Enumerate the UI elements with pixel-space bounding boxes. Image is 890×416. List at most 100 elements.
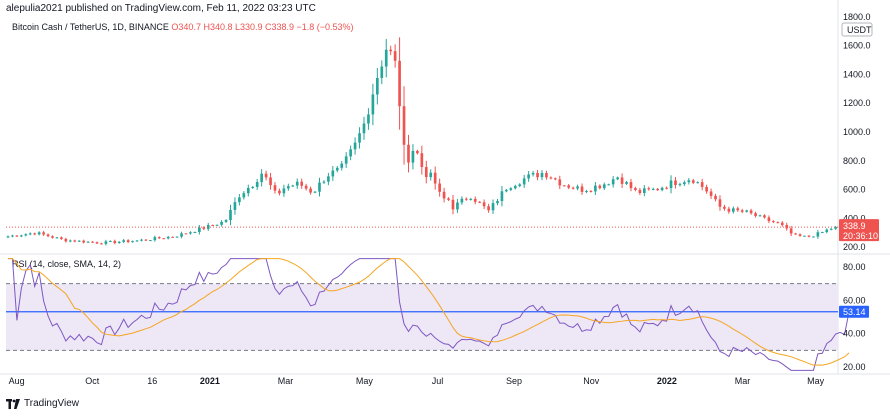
candle-body <box>175 236 179 238</box>
candle-body <box>229 209 232 221</box>
candle-body <box>149 240 152 242</box>
candle-body <box>451 199 455 210</box>
candle-body <box>180 233 183 237</box>
candle-body <box>198 227 201 232</box>
candle-body <box>295 181 299 186</box>
time-tick-label: Mar <box>278 376 294 386</box>
candle-body <box>491 203 495 211</box>
candle-body <box>549 177 553 179</box>
rsi-pane <box>6 258 850 371</box>
tradingview-brand[interactable]: TradingView <box>6 398 79 409</box>
candle-body <box>554 178 557 180</box>
candle-body <box>763 215 766 218</box>
candle-body <box>660 187 664 191</box>
candle-body <box>674 180 677 186</box>
candle-body <box>642 188 646 193</box>
rsi-legend[interactable]: RSI (14, close, SMA, 14, 2) <box>12 259 122 269</box>
candle-body <box>95 242 99 244</box>
candle-body <box>255 182 259 187</box>
candle-body <box>602 184 606 189</box>
candle-body <box>736 208 740 211</box>
candle-body <box>55 237 59 239</box>
candle-body <box>220 221 223 225</box>
price-tick-label: 1800.0 <box>843 12 871 22</box>
time-tick-label: Jul <box>432 376 444 386</box>
candle-body <box>269 177 272 186</box>
candle-body <box>571 187 575 189</box>
candle-body <box>193 231 197 233</box>
candle-body <box>393 51 397 61</box>
candle-body <box>487 206 490 211</box>
candle-body <box>460 198 464 203</box>
candle-body <box>416 151 419 154</box>
candle-body <box>820 232 824 234</box>
candle-body <box>696 182 700 184</box>
time-tick-label: 16 <box>147 376 157 386</box>
candle-body <box>705 187 708 192</box>
time-tick-label: 2022 <box>657 376 677 386</box>
candle-body <box>291 185 295 187</box>
candle-body <box>166 236 170 239</box>
price-tick-label: 1200.0 <box>843 98 871 108</box>
candle-body <box>607 184 611 186</box>
candle-body <box>709 191 713 196</box>
candle-body <box>202 227 206 229</box>
candle-body <box>691 180 695 183</box>
candle-body <box>233 202 237 210</box>
candle-body <box>780 222 784 226</box>
candle-body <box>28 233 32 235</box>
rsi-tick-label: 40.00 <box>843 329 866 339</box>
candle-body <box>647 188 651 190</box>
candle-body <box>723 206 726 209</box>
candle-body <box>344 156 348 164</box>
ohlc-values: O340.7 H340.8 L330.9 C338.9 −1.8 (−0.53%… <box>171 22 354 32</box>
candle-body <box>157 237 161 239</box>
candle-body <box>754 213 757 216</box>
candle-body <box>522 178 526 185</box>
rsi-value-badge-text: 53.14 <box>843 307 866 317</box>
candle-body <box>358 133 361 143</box>
candle-body <box>322 181 326 183</box>
candle-body <box>589 191 593 193</box>
symbol-name[interactable]: Bitcoin Cash / TetherUS, 1D, BINANCE <box>12 22 169 32</box>
candle-body <box>126 240 130 243</box>
candle-body <box>794 233 797 235</box>
candle-body <box>287 186 290 189</box>
candle-body <box>64 238 68 242</box>
price-badge-value: 338.9 <box>843 221 866 231</box>
candle-body <box>669 180 673 189</box>
candle-body <box>86 241 90 243</box>
candle-body <box>367 114 370 124</box>
candle-body <box>665 187 668 189</box>
candle-body <box>184 233 188 235</box>
candle-body <box>420 153 424 168</box>
publish-info: alepulia2021 published on TradingView.co… <box>6 3 316 14</box>
candle-body <box>104 241 108 244</box>
rsi-value-badge <box>839 305 869 318</box>
price-tick-label: 1400.0 <box>843 69 871 79</box>
candle-body <box>656 188 660 191</box>
candle-body <box>500 191 504 202</box>
candle-body <box>518 184 522 186</box>
candle-body <box>678 184 682 186</box>
candle-body <box>513 185 517 189</box>
candle-body <box>740 210 744 212</box>
candle-body <box>15 235 19 237</box>
candle-body <box>634 188 637 190</box>
chart-canvas[interactable]: 200.0 400.0 600.0 800.0 1000.0 1200.0 1400.0 16… <box>0 0 890 398</box>
candle-body <box>429 172 433 178</box>
candle-body <box>505 189 508 192</box>
candle-body <box>700 182 704 188</box>
candle-body <box>531 172 535 175</box>
candle-body <box>42 232 45 235</box>
candle-body <box>424 167 428 178</box>
price-tick-label: 200.0 <box>843 242 866 252</box>
candle-body <box>456 202 459 210</box>
candle-body <box>117 241 121 243</box>
candle-body <box>224 220 228 222</box>
candle-body <box>300 181 304 186</box>
candle-body <box>82 240 85 243</box>
candle-body <box>611 179 615 185</box>
candle-body <box>718 199 722 207</box>
candle-body <box>24 234 28 236</box>
